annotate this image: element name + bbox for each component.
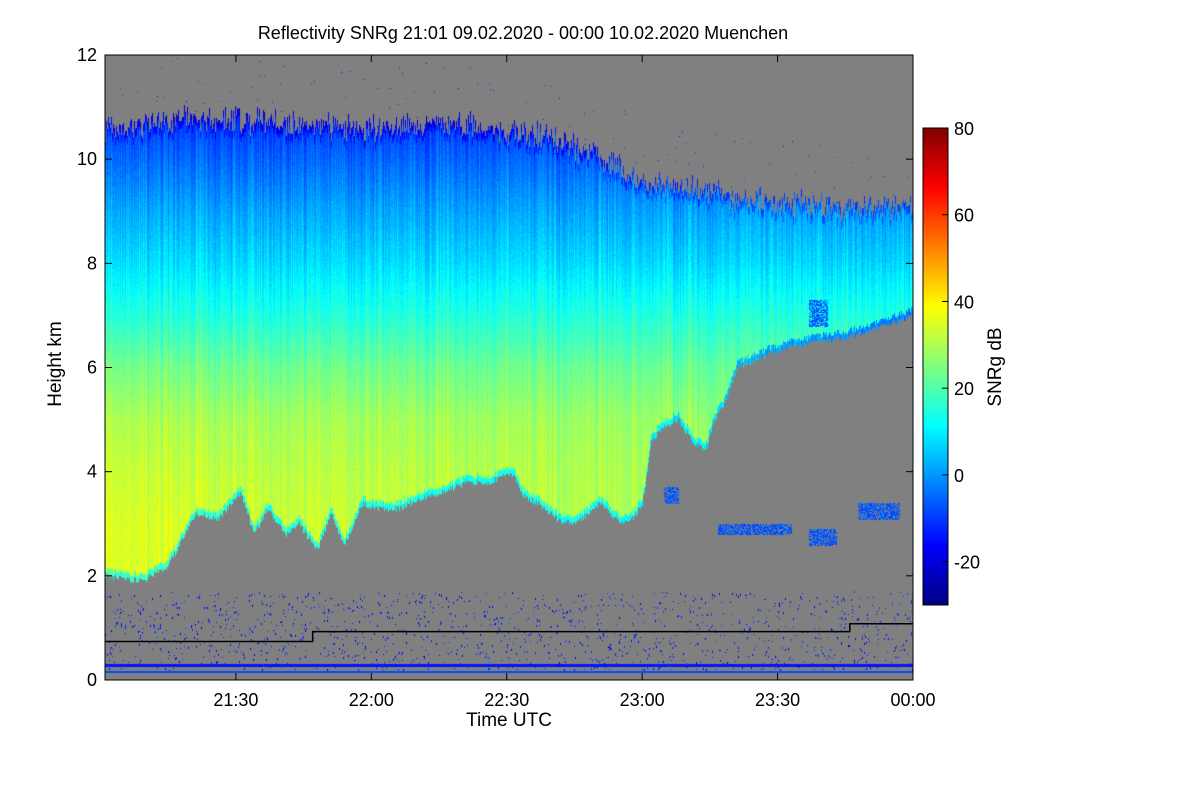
colorbar-tick-label: 0 bbox=[954, 466, 964, 486]
y-tick-label: 0 bbox=[87, 670, 97, 690]
x-tick-label: 23:00 bbox=[620, 690, 665, 710]
y-tick-label: 12 bbox=[77, 45, 97, 65]
y-tick-label: 4 bbox=[87, 462, 97, 482]
x-tick-label: 21:30 bbox=[213, 690, 258, 710]
x-axis-label: Time UTC bbox=[466, 710, 552, 731]
colorbar bbox=[922, 127, 949, 606]
x-tick-label: 22:30 bbox=[484, 690, 529, 710]
x-tick-label: 22:00 bbox=[349, 690, 394, 710]
chart-title: Reflectivity SNRg 21:01 09.02.2020 - 00:… bbox=[258, 23, 788, 43]
colorbar-axis: -20 0 20 40 60 80 bbox=[942, 119, 980, 573]
x-tick-label: 00:00 bbox=[890, 690, 935, 710]
colorbar-tick-label: 40 bbox=[954, 292, 974, 312]
x-axis: 21:30 22:00 22:30 23:00 23:30 00:00 bbox=[213, 55, 936, 710]
y-tick-label: 8 bbox=[87, 253, 97, 273]
colorbar-label: SNRg dB bbox=[985, 327, 1006, 406]
colorbar-tick-label: 20 bbox=[954, 379, 974, 399]
y-axis-label: Height km bbox=[45, 321, 66, 407]
colorbar-tick-label: -20 bbox=[954, 553, 980, 573]
y-tick-label: 2 bbox=[87, 566, 97, 586]
colorbar-tick-label: 60 bbox=[954, 206, 974, 226]
y-axis: 0 2 4 6 8 10 12 bbox=[77, 45, 913, 690]
y-tick-label: 6 bbox=[87, 358, 97, 378]
x-tick-label: 23:30 bbox=[755, 690, 800, 710]
colorbar-tick-label: 80 bbox=[954, 119, 974, 139]
black-line bbox=[105, 623, 913, 643]
heatmap-image bbox=[105, 55, 913, 680]
y-tick-label: 10 bbox=[77, 149, 97, 169]
